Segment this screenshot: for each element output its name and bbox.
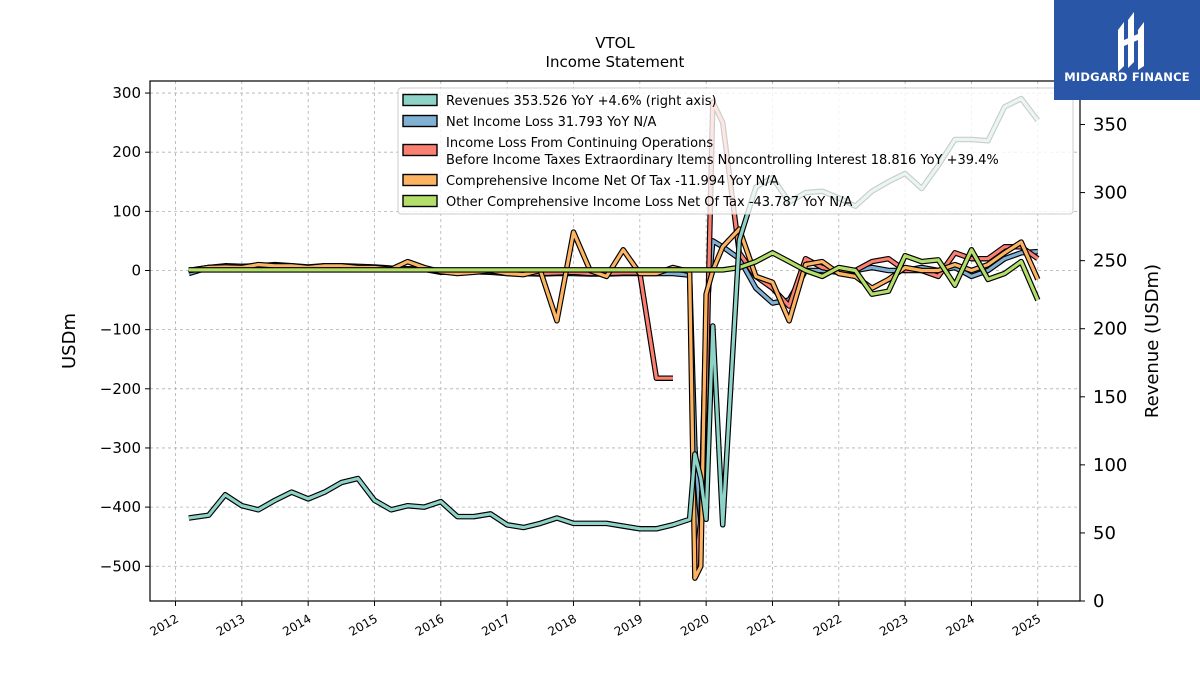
y-left-tick-label: −300 [100, 439, 141, 457]
y-right-tick-label: 250 [1093, 251, 1127, 272]
y-left-tick-label: −500 [100, 557, 141, 575]
y-left-tick-label: −400 [100, 498, 141, 516]
y-left-tick-label: −200 [100, 380, 141, 398]
chart-title: VTOL [595, 34, 635, 52]
y-right-tick-label: 150 [1093, 387, 1127, 408]
legend-swatch-1 [402, 114, 438, 128]
legend-swatch-3 [402, 173, 438, 187]
y-left-tick-label: 100 [112, 202, 141, 220]
legend-box [397, 87, 1074, 215]
chart-subtitle: Income Statement [546, 53, 685, 71]
y-left-tick-label: 200 [112, 143, 141, 161]
midgard-finance-logo: MIDGARD FINANCE [1054, 0, 1200, 100]
y-right-tick-label: 100 [1093, 455, 1127, 476]
series-lines [188, 95, 1041, 581]
legend-swatch-0 [402, 93, 438, 107]
legend-swatch-4 [402, 194, 438, 208]
series-line-3 [188, 227, 1040, 580]
y-axis-label-right: Revenue (USDm) [1142, 264, 1163, 418]
y-axis-label-left: USDm [59, 313, 80, 369]
legend-label-0: Revenues 353.526 YoY +4.6% (right axis) [446, 94, 717, 109]
legend-label-1: Net Income Loss 31.793 YoY N/A [446, 115, 657, 130]
plot-frame [149, 80, 1081, 602]
y-right-tick-label: 300 [1093, 183, 1127, 204]
y-right-tick-label: 350 [1093, 115, 1127, 136]
legend-label-2: Income Loss From Continuing Operations Be… [446, 136, 999, 168]
y-left-tick-label: −100 [100, 321, 141, 339]
legend-swatch-2 [402, 143, 438, 157]
y-right-tick-label: 200 [1093, 319, 1127, 340]
y-left-tick-label: 300 [112, 84, 141, 102]
y-right-tick-label: 50 [1093, 523, 1116, 544]
logo-mark-icon [1118, 12, 1144, 72]
logo-text: MIDGARD FINANCE [1064, 70, 1190, 84]
legend-label-3: Comprehensive Income Net Of Tax -11.994 … [446, 174, 779, 189]
legend-label-4: Other Comprehensive Income Loss Net Of T… [446, 195, 852, 210]
legend: Revenues 353.526 YoY +4.6% (right axis) N… [397, 87, 1074, 215]
y-left-tick-label: 0 [131, 262, 141, 280]
y-right-tick-label: 0 [1093, 591, 1104, 612]
series-line-4 [188, 248, 1040, 301]
